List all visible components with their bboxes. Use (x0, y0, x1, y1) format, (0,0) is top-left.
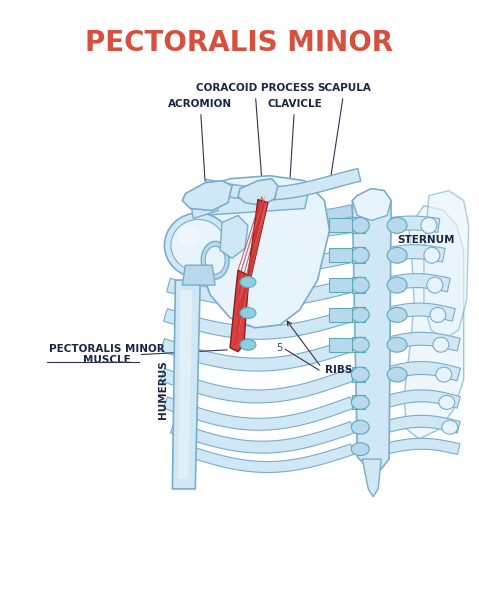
Ellipse shape (387, 367, 407, 382)
Text: PECTORALIS MINOR: PECTORALIS MINOR (85, 29, 394, 58)
Polygon shape (382, 362, 460, 381)
Polygon shape (353, 395, 365, 409)
Polygon shape (204, 169, 361, 200)
Polygon shape (200, 185, 308, 215)
Ellipse shape (427, 277, 443, 293)
Text: 5: 5 (277, 343, 283, 353)
Text: 2: 2 (297, 253, 303, 263)
Ellipse shape (171, 220, 226, 271)
Ellipse shape (439, 395, 455, 409)
Polygon shape (362, 459, 381, 497)
Polygon shape (353, 188, 391, 220)
Polygon shape (404, 206, 464, 439)
Ellipse shape (387, 247, 407, 263)
Polygon shape (238, 179, 278, 206)
Ellipse shape (421, 217, 437, 233)
Polygon shape (160, 338, 354, 371)
Polygon shape (330, 248, 353, 262)
Polygon shape (163, 397, 354, 430)
Polygon shape (383, 274, 450, 292)
Polygon shape (167, 278, 354, 307)
Polygon shape (353, 277, 365, 293)
Polygon shape (174, 248, 354, 274)
Polygon shape (383, 245, 445, 262)
Polygon shape (383, 303, 455, 321)
Ellipse shape (430, 307, 446, 322)
Text: 1: 1 (302, 223, 308, 233)
Polygon shape (383, 390, 460, 408)
Text: 4: 4 (282, 313, 288, 323)
Ellipse shape (352, 307, 369, 322)
Ellipse shape (387, 307, 407, 322)
Text: STERNUM: STERNUM (397, 235, 455, 245)
Text: HUMERUS: HUMERUS (159, 360, 169, 419)
Ellipse shape (352, 247, 369, 263)
Polygon shape (220, 215, 248, 258)
Polygon shape (353, 337, 365, 352)
Polygon shape (184, 218, 354, 241)
Polygon shape (353, 188, 391, 469)
Ellipse shape (240, 277, 256, 287)
Polygon shape (269, 205, 354, 223)
Ellipse shape (240, 339, 256, 350)
Ellipse shape (352, 217, 369, 233)
Polygon shape (330, 338, 353, 352)
Ellipse shape (164, 213, 232, 278)
Ellipse shape (177, 226, 199, 245)
Polygon shape (353, 247, 365, 263)
Polygon shape (195, 176, 330, 328)
Polygon shape (190, 193, 218, 218)
Text: CLAVICLE: CLAVICLE (267, 99, 322, 181)
Polygon shape (353, 217, 365, 233)
Ellipse shape (205, 247, 225, 274)
Ellipse shape (424, 247, 440, 263)
Polygon shape (353, 307, 365, 322)
Text: PECTORALIS MINOR
MUSCLE: PECTORALIS MINOR MUSCLE (49, 344, 165, 365)
Polygon shape (330, 218, 353, 232)
Polygon shape (182, 265, 215, 285)
Polygon shape (383, 438, 460, 454)
Text: ACROMION: ACROMION (168, 99, 232, 181)
Polygon shape (172, 280, 200, 489)
Ellipse shape (352, 395, 369, 409)
Polygon shape (160, 368, 354, 403)
Ellipse shape (436, 367, 452, 382)
Polygon shape (383, 332, 460, 351)
Polygon shape (178, 290, 192, 479)
Text: CORACOID PROCESS: CORACOID PROCESS (195, 83, 314, 178)
Polygon shape (383, 216, 440, 232)
Text: 3: 3 (286, 283, 293, 293)
Polygon shape (163, 309, 354, 339)
Ellipse shape (352, 337, 369, 352)
Ellipse shape (387, 217, 407, 233)
Ellipse shape (352, 420, 369, 434)
Ellipse shape (442, 420, 458, 434)
Text: RIBS: RIBS (324, 365, 352, 374)
Polygon shape (330, 308, 353, 322)
Ellipse shape (387, 277, 407, 293)
Ellipse shape (352, 277, 369, 293)
Ellipse shape (433, 337, 449, 352)
Polygon shape (330, 278, 353, 292)
Ellipse shape (240, 307, 256, 319)
Polygon shape (181, 444, 354, 472)
Text: SCAPULA: SCAPULA (318, 83, 371, 183)
Polygon shape (424, 191, 468, 340)
Ellipse shape (201, 241, 229, 279)
Polygon shape (353, 367, 365, 382)
Polygon shape (230, 200, 268, 352)
Polygon shape (171, 422, 354, 453)
Ellipse shape (387, 337, 407, 352)
Polygon shape (182, 181, 232, 211)
Ellipse shape (352, 443, 369, 455)
Ellipse shape (352, 367, 369, 382)
Polygon shape (383, 415, 460, 433)
